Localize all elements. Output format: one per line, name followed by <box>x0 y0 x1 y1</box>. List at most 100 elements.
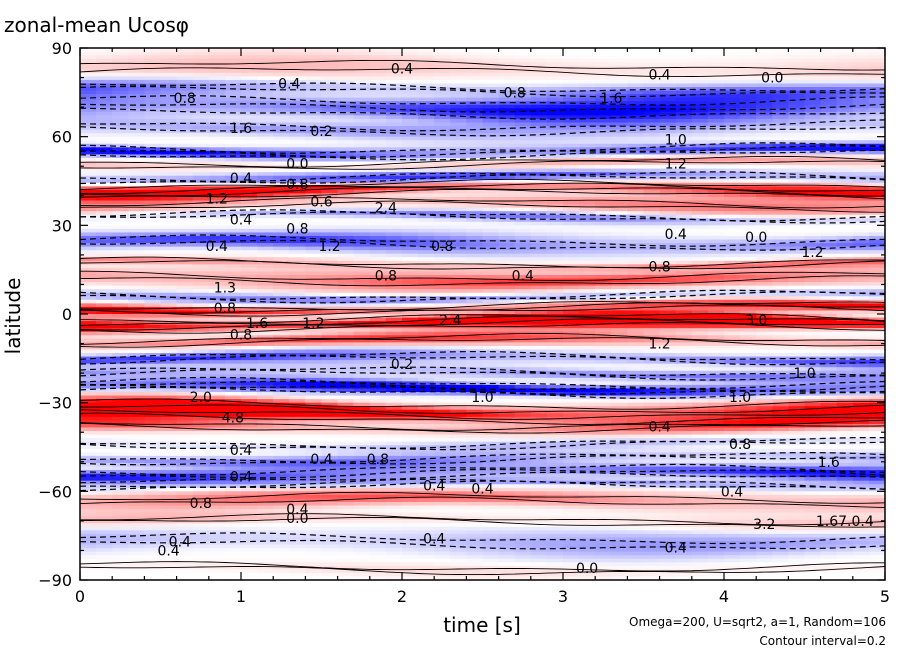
heatmap-cell <box>530 537 548 542</box>
heatmap-cell <box>450 296 467 301</box>
heatmap-cell <box>402 243 419 248</box>
heatmap-cell <box>321 491 339 496</box>
heatmap-cell <box>337 239 355 244</box>
heatmap-cell <box>466 79 484 85</box>
heatmap-cell <box>112 576 129 580</box>
heatmap-cell <box>337 218 355 223</box>
heatmap-cell <box>176 345 194 351</box>
heatmap-cell <box>128 225 145 230</box>
heatmap-cell <box>80 413 97 418</box>
heatmap-cell <box>241 172 258 177</box>
heatmap-cell <box>337 150 355 155</box>
heatmap-cell <box>466 232 484 237</box>
heatmap-cell <box>257 349 274 354</box>
heatmap-cell <box>418 324 435 329</box>
heatmap-cell <box>434 306 451 312</box>
heatmap-cell <box>128 317 145 322</box>
heatmap-cell <box>241 65 258 70</box>
heatmap-cell <box>563 274 580 280</box>
heatmap-cell <box>273 83 290 88</box>
heatmap-cell <box>595 196 612 202</box>
heatmap-cell <box>337 338 355 343</box>
heatmap-cell <box>112 165 129 170</box>
heatmap-cell <box>321 494 339 500</box>
heatmap-cell <box>595 264 612 269</box>
heatmap-cell <box>128 562 145 567</box>
heatmap-cell <box>160 221 178 226</box>
heatmap-cell <box>498 448 516 453</box>
heatmap-cell <box>321 165 339 170</box>
heatmap-cell <box>96 253 113 258</box>
heatmap-cell <box>289 143 306 148</box>
heatmap-cell <box>176 143 194 148</box>
heatmap-cell <box>128 48 145 53</box>
heatmap-cell <box>579 147 596 152</box>
heatmap-cell <box>434 129 451 134</box>
heatmap-cell <box>289 551 306 556</box>
heatmap-cell <box>128 487 145 492</box>
heatmap-cell <box>450 501 467 507</box>
heatmap-cell <box>192 55 210 60</box>
heatmap-cell <box>369 519 387 524</box>
heatmap-cell <box>514 328 532 333</box>
heatmap-cell <box>611 126 628 131</box>
heatmap-cell <box>369 221 387 226</box>
heatmap-cell <box>530 303 548 308</box>
heatmap-cell <box>498 76 516 81</box>
heatmap-cell <box>514 260 532 265</box>
heatmap-cell <box>96 51 113 56</box>
heatmap-cell <box>128 374 145 379</box>
heatmap-cell <box>144 370 162 375</box>
heatmap-cell <box>514 118 532 124</box>
heatmap-cell <box>112 427 129 432</box>
heatmap-cell <box>546 196 564 202</box>
heatmap-cell <box>450 285 467 290</box>
heatmap-cell <box>241 62 258 67</box>
heatmap-cell <box>241 572 258 578</box>
heatmap-cell <box>96 228 113 234</box>
heatmap-cell <box>273 115 290 120</box>
heatmap-cell <box>241 413 258 418</box>
heatmap-cell <box>563 90 580 95</box>
heatmap-cell <box>96 416 113 421</box>
heatmap-cell <box>305 562 323 567</box>
heatmap-cell <box>160 384 178 390</box>
heatmap-cell <box>289 175 306 180</box>
heatmap-cell <box>289 342 306 347</box>
heatmap-cell <box>498 310 516 315</box>
heatmap-cell <box>305 544 323 549</box>
heatmap-cell <box>563 498 580 503</box>
heatmap-cell <box>353 480 371 485</box>
heatmap-cell <box>498 303 516 308</box>
heatmap-cell <box>208 179 226 184</box>
heatmap-cell <box>160 246 178 251</box>
heatmap-cell <box>305 569 323 574</box>
heatmap-cell <box>273 200 290 205</box>
heatmap-cell <box>144 420 162 425</box>
heatmap-cell <box>418 445 435 450</box>
heatmap-cell <box>579 452 596 457</box>
heatmap-cell <box>257 555 274 560</box>
heatmap-cell <box>498 487 516 492</box>
heatmap-cell <box>337 65 355 70</box>
heatmap-cell <box>466 576 484 580</box>
heatmap-cell <box>224 363 242 368</box>
heatmap-cell <box>337 392 355 397</box>
heatmap-cell <box>579 512 596 517</box>
heatmap-cell <box>353 211 371 216</box>
heatmap-cell <box>321 147 339 152</box>
heatmap-cell <box>112 402 129 407</box>
heatmap-cell <box>257 558 274 563</box>
heatmap-cell <box>241 267 258 273</box>
heatmap-cell <box>498 406 516 411</box>
heatmap-cell <box>482 122 500 127</box>
heatmap-cell <box>80 523 97 528</box>
heatmap-cell <box>353 441 371 446</box>
heatmap-cell <box>112 317 129 322</box>
heatmap-cell <box>128 299 145 304</box>
heatmap-cell <box>192 395 210 400</box>
heatmap-cell <box>337 317 355 322</box>
heatmap-cell <box>257 267 274 273</box>
heatmap-cell <box>96 381 113 386</box>
heatmap-cell <box>192 218 210 223</box>
